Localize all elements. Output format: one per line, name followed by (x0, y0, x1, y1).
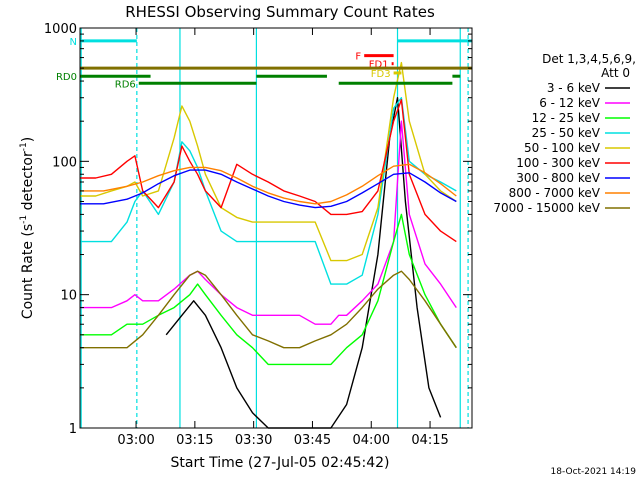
legend-header-line1: Det 1,3,4,5,6,9, (542, 52, 636, 66)
x-tick-label-4: 04:00 (353, 433, 390, 448)
state-bar-label-0: N (70, 37, 77, 48)
x-tick-label-3: 03:45 (294, 433, 331, 448)
legend-label-7: 800 - 7000 keV (509, 186, 601, 200)
y-tick-label-0: 1 (69, 422, 77, 437)
x-axis-ticks: 03:00 03:15 03:30 03:45 04:00 04:15 (117, 28, 449, 448)
state-bar-label-6: RD6 (115, 79, 136, 90)
x-tick-label-2: 03:30 (235, 433, 272, 448)
y-axis-label: Count Rate (s-1 detector-1) (19, 137, 36, 319)
vertical-markers (80, 28, 469, 428)
plot-frame (79, 27, 473, 429)
series-line-4 (80, 61, 457, 262)
chart-title: RHESSI Observing Summary Count Rates (125, 3, 435, 21)
legend-label-5: 100 - 300 keV (516, 156, 600, 170)
legend-header-line2: Att 0 (601, 66, 630, 80)
state-bar-label-2: FD1 (369, 60, 389, 71)
legend-label-6: 300 - 800 keV (516, 171, 600, 185)
y-axis-label-sup1: -1 (19, 215, 29, 224)
x-tick-label-0: 03:00 (117, 433, 154, 448)
series-line-8 (80, 270, 457, 349)
y-tick-label-2: 100 (52, 155, 77, 170)
x-axis-label: Start Time (27-Jul-05 02:45:42) (170, 455, 389, 471)
legend-label-1: 6 - 12 keV (539, 96, 601, 110)
series-line-2 (80, 213, 457, 366)
y-axis-label-mid: detector (20, 151, 36, 215)
legend-label-8: 7000 - 15000 keV (493, 201, 600, 215)
series-line-6 (80, 169, 457, 209)
legend-label-0: 3 - 6 keV (547, 81, 601, 95)
series-line-5 (80, 99, 457, 243)
state-bar-label-3: FD3 (371, 69, 391, 80)
state-bar-label-1: F (355, 52, 361, 63)
legend-label-4: 50 - 100 keV (524, 141, 601, 155)
legend-label-2: 12 - 25 keV (532, 111, 601, 125)
y-axis-label-end: ) (20, 137, 36, 142)
y-tick-label-1: 10 (60, 289, 77, 304)
y-axis-label-main: Count Rate (s (20, 224, 36, 319)
series-line-7 (80, 163, 457, 205)
footer-date: 18-Oct-2021 14:19 (551, 467, 637, 477)
x-tick-label-5: 04:15 (411, 433, 448, 448)
y-axis-ticks: 1 10 100 1000 (44, 22, 472, 437)
state-bar-label-5: RD0 (56, 72, 77, 83)
y-tick-label-3: 1000 (44, 22, 77, 37)
series-line-1 (80, 120, 457, 325)
x-tick-label-1: 03:15 (176, 433, 213, 448)
y-axis-label-sup2: -1 (19, 142, 29, 151)
series-group (80, 61, 457, 429)
legend-label-3: 25 - 50 keV (532, 126, 601, 140)
